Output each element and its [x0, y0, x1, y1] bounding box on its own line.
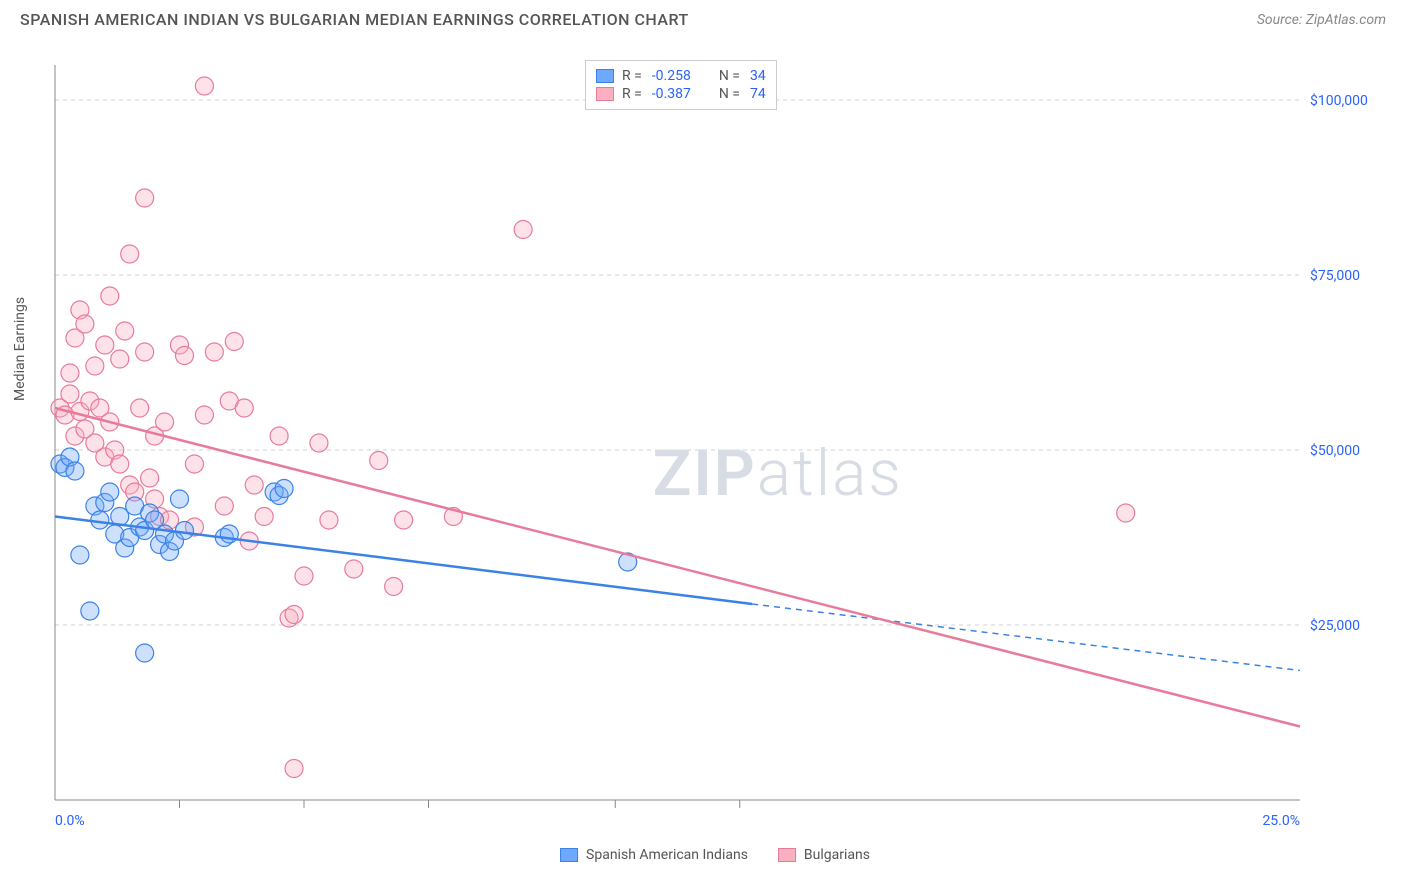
legend-row-pink: R = -0.387 N = 74 — [596, 86, 766, 102]
series-legend: Spanish American Indians Bulgarians — [560, 845, 870, 865]
svg-text:25.0%: 25.0% — [1262, 813, 1300, 829]
svg-text:$100,000: $100,000 — [1310, 92, 1368, 109]
svg-text:0.0%: 0.0% — [55, 813, 85, 829]
legend-row-blue: R = -0.258 N = 34 — [596, 68, 766, 84]
r-value-pink: -0.387 — [652, 86, 691, 102]
svg-text:$25,000: $25,000 — [1310, 617, 1360, 634]
legend-item-pink: Bulgarians — [778, 847, 870, 863]
chart-title: SPANISH AMERICAN INDIAN VS BULGARIAN MED… — [20, 10, 689, 29]
legend-item-blue: Spanish American Indians — [560, 847, 748, 863]
swatch-blue — [560, 848, 578, 862]
svg-text:$75,000: $75,000 — [1310, 267, 1360, 284]
y-axis-label: Median Earnings — [12, 297, 28, 401]
swatch-blue — [596, 69, 614, 83]
series-label-pink: Bulgarians — [804, 847, 870, 863]
r-value-blue: -0.258 — [652, 68, 691, 84]
r-label: R = — [622, 68, 642, 84]
n-value-blue: 34 — [750, 68, 766, 84]
n-value-pink: 74 — [750, 86, 766, 102]
source-attribution: Source: ZipAtlas.com — [1257, 12, 1386, 28]
n-label: N = — [719, 68, 740, 84]
swatch-pink — [778, 848, 796, 862]
chart-container: Median Earnings $25,000$50,000$75,000$10… — [50, 60, 1380, 830]
n-label: N = — [719, 86, 740, 102]
swatch-pink — [596, 87, 614, 101]
svg-text:$50,000: $50,000 — [1310, 442, 1360, 459]
correlation-legend: R = -0.258 N = 34 R = -0.387 N = 74 — [585, 60, 777, 110]
series-label-blue: Spanish American Indians — [586, 847, 748, 863]
r-label: R = — [622, 86, 642, 102]
scatter-plot: $25,000 $50,000 $75,000 $100,000 0.0% 25.0% — [50, 60, 1380, 830]
